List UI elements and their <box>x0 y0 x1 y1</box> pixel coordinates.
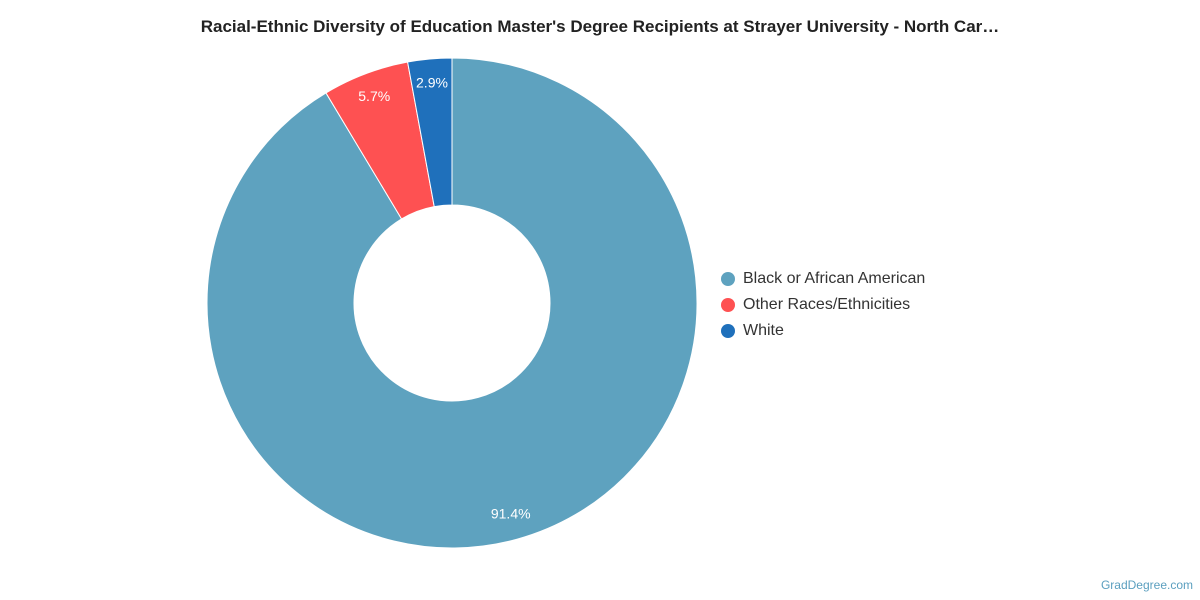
legend: Black or African American Other Races/Et… <box>721 266 925 344</box>
data-label-1: 5.7% <box>358 88 390 104</box>
legend-label: White <box>743 322 784 339</box>
chart-title: Racial-Ethnic Diversity of Education Mas… <box>200 17 1000 36</box>
donut-slice-2[interactable] <box>407 57 453 208</box>
legend-swatch <box>721 272 735 286</box>
legend-swatch <box>721 298 735 312</box>
legend-label: Black or African American <box>743 270 926 287</box>
legend-item-black-or-african-american[interactable]: Black or African American <box>721 266 925 292</box>
legend-swatch <box>721 324 735 338</box>
legend-item-white[interactable]: White <box>721 318 925 344</box>
legend-label: Other Races/Ethnicities <box>743 296 911 313</box>
donut-slice-0[interactable] <box>206 57 698 549</box>
watermark[interactable]: GradDegree.com <box>1100 578 1193 592</box>
data-label-2: 2.9% <box>416 75 448 91</box>
data-label-0: 91.4% <box>491 506 531 522</box>
legend-item-other-races-ethnicities[interactable]: Other Races/Ethnicities <box>721 292 925 318</box>
